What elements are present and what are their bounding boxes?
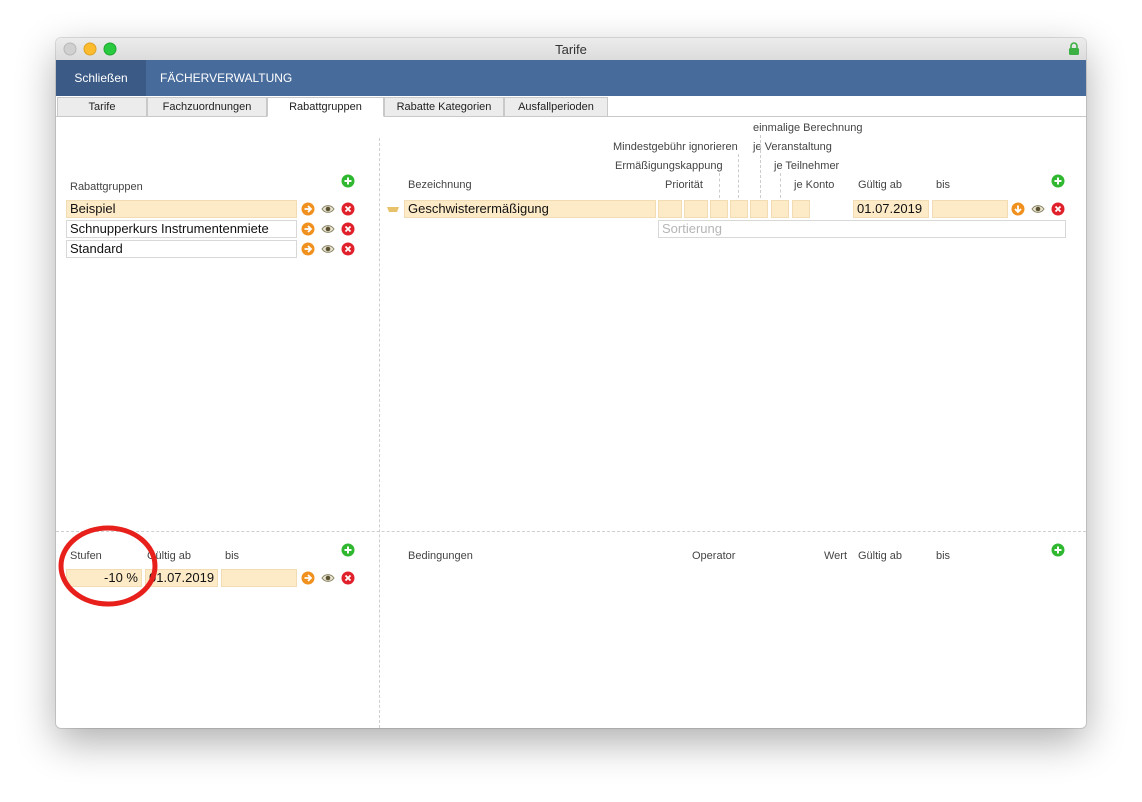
add-button[interactable]	[1051, 174, 1065, 188]
until-field[interactable]	[221, 569, 297, 587]
view-button[interactable]	[1031, 202, 1045, 216]
tab-selected[interactable]: Rabattgruppen	[267, 97, 384, 117]
column-header: Stufen	[70, 550, 102, 562]
column-header: bis	[936, 179, 951, 191]
column-header: Gültig ab	[858, 550, 903, 562]
open-button[interactable]	[301, 222, 315, 236]
sort-field[interactable]: Sortierung	[658, 220, 1066, 238]
header-guide	[719, 173, 720, 198]
delete-button[interactable]	[1051, 202, 1065, 216]
add-button[interactable]	[341, 543, 355, 557]
drag-handle[interactable]	[386, 204, 400, 214]
open-button[interactable]	[301, 242, 315, 256]
column-header: einmalige Berechnung	[753, 122, 863, 134]
add-button[interactable]	[341, 174, 355, 188]
checkbox-field[interactable]	[750, 200, 768, 218]
valid-from-field[interactable]: 01.07.2019	[853, 200, 929, 218]
tab[interactable]: Ausfallperioden	[504, 97, 608, 117]
discount-name[interactable]: Geschwisterermäßigung	[404, 200, 656, 218]
window: Tarife Schließen FÄCHERVERWALTUNG Tarife…	[56, 38, 1086, 728]
group-row[interactable]: Schnupperkurs Instrumentenmiete	[66, 220, 297, 238]
toolbar: Schließen FÄCHERVERWALTUNG	[56, 60, 1086, 96]
window-controls[interactable]	[62, 42, 122, 56]
column-header: Gültig ab	[147, 550, 192, 562]
delete-button[interactable]	[341, 571, 355, 585]
groups-label: Rabattgruppen	[70, 181, 143, 193]
column-header: Operator	[692, 550, 736, 562]
column-header: Mindestgebühr ignorieren	[613, 141, 738, 153]
delete-button[interactable]	[341, 242, 355, 256]
column-header: Priorität	[665, 179, 703, 191]
group-row[interactable]: Standard	[66, 240, 297, 258]
delete-button[interactable]	[341, 222, 355, 236]
column-header: je Konto	[794, 179, 835, 191]
horizontal-divider	[56, 531, 1086, 532]
checkbox-field[interactable]	[730, 200, 748, 218]
vertical-divider	[379, 138, 380, 728]
checkbox-field[interactable]	[771, 200, 789, 218]
move-button[interactable]	[1011, 202, 1025, 216]
column-header: je Veranstaltung	[753, 141, 832, 153]
level-value[interactable]: -10 %	[66, 569, 142, 587]
view-button[interactable]	[321, 202, 335, 216]
checkbox-field[interactable]	[792, 200, 810, 218]
column-header: Ermäßigungskappung	[615, 160, 723, 172]
tab[interactable]: Rabatte Kategorien	[384, 97, 504, 117]
window-title: Tarife	[555, 42, 587, 57]
priority-field[interactable]	[658, 200, 682, 218]
add-button[interactable]	[1051, 543, 1065, 557]
highlight-circle	[58, 525, 158, 607]
valid-from-field[interactable]: 01.07.2019	[145, 569, 218, 587]
header-guide	[738, 154, 739, 198]
cap-field[interactable]	[684, 200, 708, 218]
title-bar: Tarife	[56, 38, 1086, 61]
header-guide	[780, 173, 781, 198]
column-header: Bezeichnung	[408, 179, 472, 191]
header-guide	[760, 135, 761, 198]
tab[interactable]: Fachzuordnungen	[147, 97, 267, 117]
column-header: Gültig ab	[858, 179, 903, 191]
column-header: je Teilnehmer	[774, 160, 840, 172]
view-button[interactable]	[321, 222, 335, 236]
delete-button[interactable]	[341, 202, 355, 216]
column-header: Wert	[824, 550, 848, 562]
close-button[interactable]: Schließen	[56, 60, 146, 96]
open-button[interactable]	[301, 202, 315, 216]
column-header: Bedingungen	[408, 550, 473, 562]
menu-button[interactable]: FÄCHERVERWALTUNG	[160, 71, 293, 85]
view-button[interactable]	[321, 242, 335, 256]
group-row[interactable]: Beispiel	[66, 200, 297, 218]
open-button[interactable]	[301, 571, 315, 585]
lock-icon	[1069, 42, 1079, 55]
column-header: bis	[225, 550, 240, 562]
column-header: bis	[936, 550, 951, 562]
until-field[interactable]	[932, 200, 1008, 218]
view-button[interactable]	[321, 571, 335, 585]
tab[interactable]: Tarife	[57, 97, 147, 117]
checkbox-field[interactable]	[710, 200, 728, 218]
